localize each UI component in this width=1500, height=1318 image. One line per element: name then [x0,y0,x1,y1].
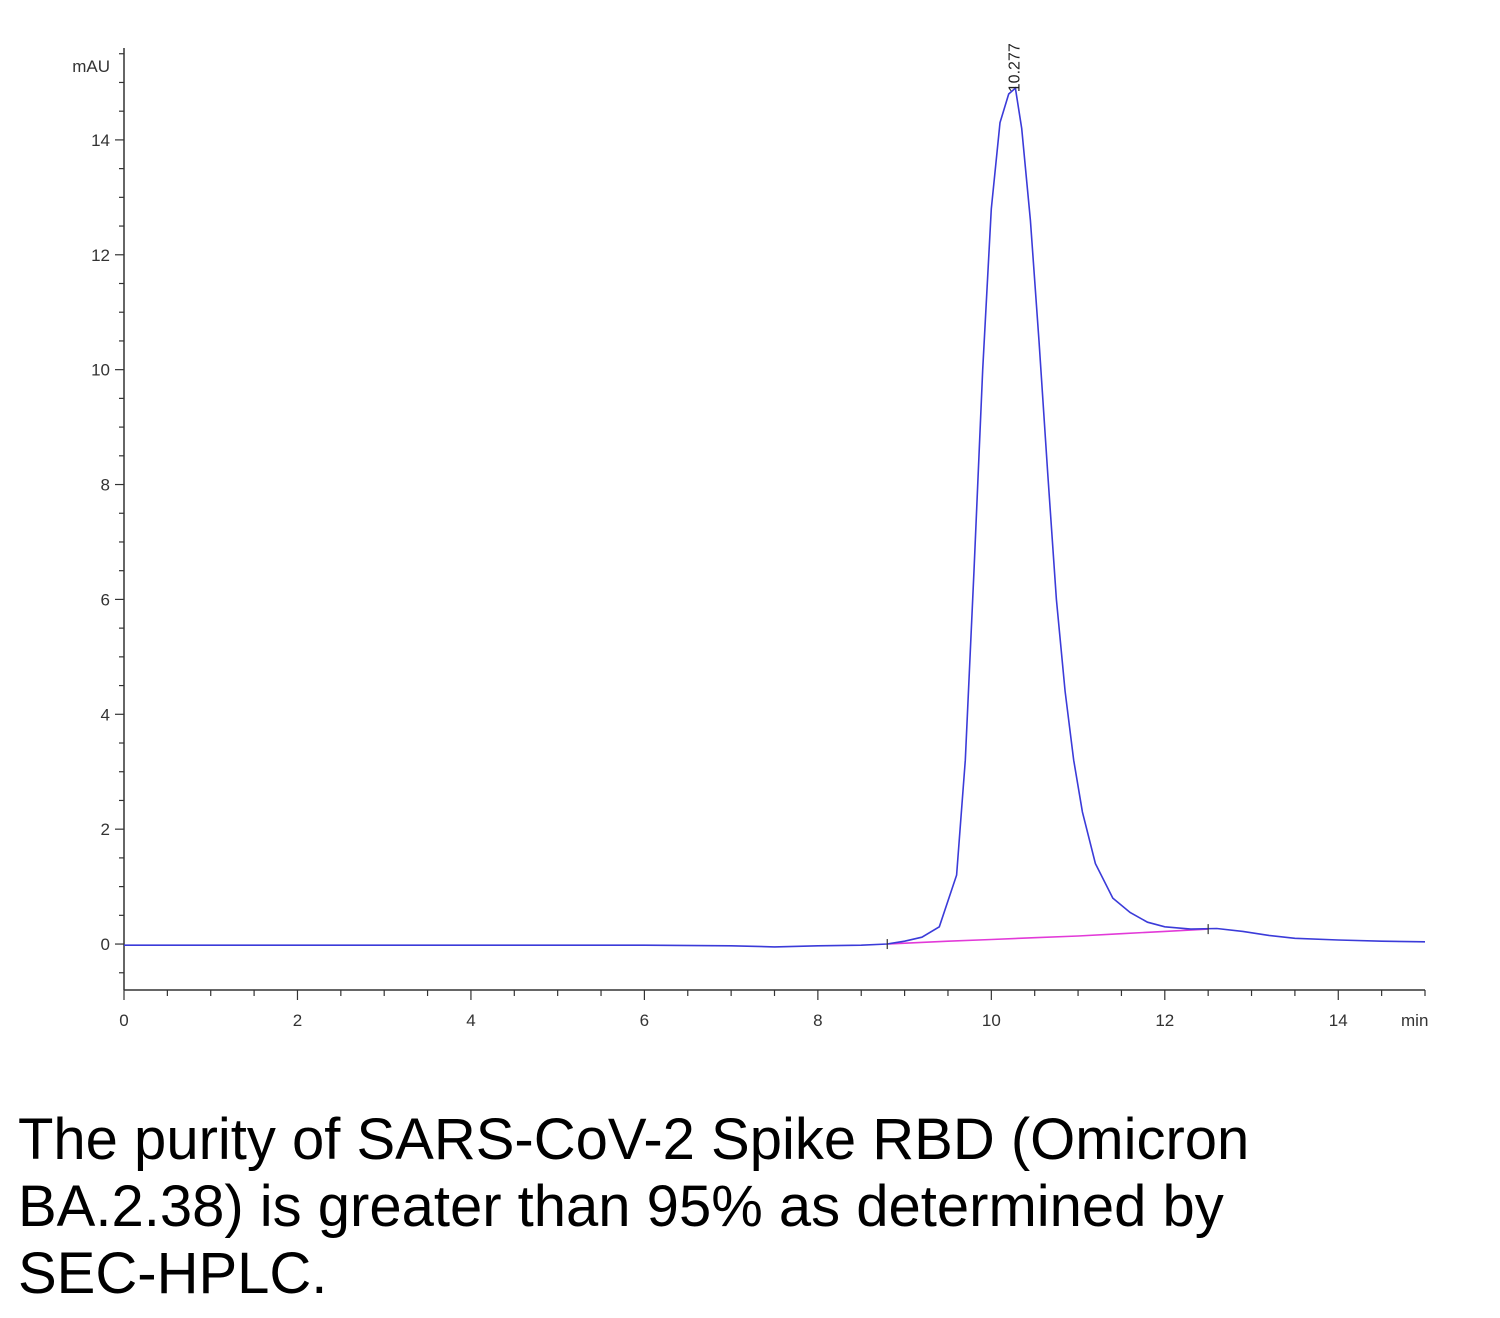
chromatogram-chart: 0 2 4 6 8 10 12 14 0 2 4 6 8 10 12 14 mAU min 10.277 [72,43,1428,1030]
chart-ticks: 0 2 4 6 8 10 12 14 0 2 4 6 8 10 12 14 [91,53,1426,1030]
y-tick-label: 4 [101,705,110,724]
x-tick-label: 4 [466,1011,475,1030]
chart-traces [124,86,1426,950]
x-tick-label: 0 [119,1011,128,1030]
y-tick-label: 0 [101,935,110,954]
y-tick-label: 8 [101,476,110,495]
y-axis-unit-label: mAU [72,57,110,76]
y-tick-label: 12 [91,246,110,265]
x-tick-label: 14 [1329,1011,1348,1030]
figure-caption: The purity of SARS-CoV-2 Spike RBD (Omic… [18,1107,1250,1306]
chart-axes [123,48,1425,991]
chromatogram-trace [124,86,1426,948]
y-tick-label: 14 [91,131,110,150]
x-axis-unit-label: min [1401,1011,1428,1030]
y-tick-label: 2 [101,820,110,839]
x-tick-label: 6 [640,1011,649,1030]
x-tick-label: 12 [1155,1011,1174,1030]
x-tick-label: 10 [982,1011,1001,1030]
x-tick-label: 2 [293,1011,302,1030]
integration-baseline [887,928,1209,945]
x-tick-label: 8 [813,1011,822,1030]
y-tick-label: 10 [91,361,110,380]
y-tick-label: 6 [101,590,110,609]
peak-retention-label: 10.277 [1006,43,1023,92]
